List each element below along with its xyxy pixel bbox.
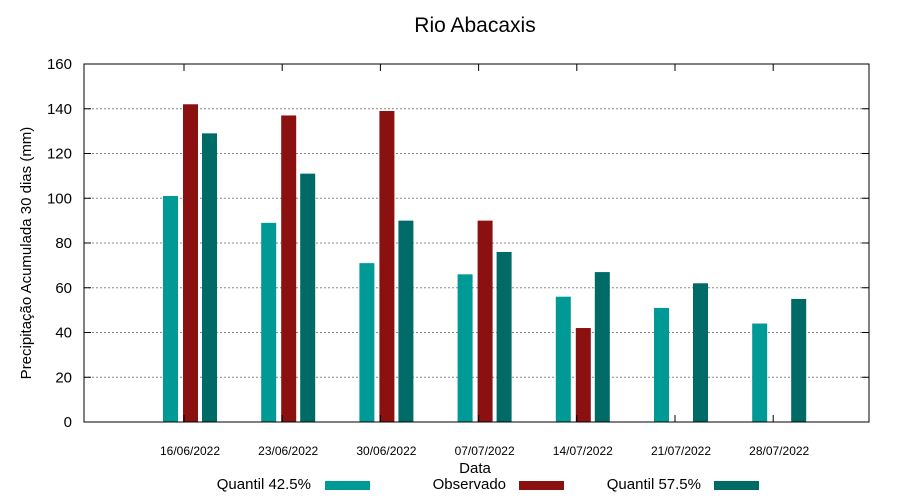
x-tick-label: 28/07/2022 bbox=[749, 444, 809, 458]
bar bbox=[183, 104, 198, 423]
chart-title: Rio Abacaxis bbox=[414, 14, 535, 37]
bar bbox=[281, 115, 297, 423]
y-tick-label: 80 bbox=[55, 235, 72, 252]
bars bbox=[163, 104, 807, 423]
bar bbox=[379, 110, 395, 423]
x-tick-label: 21/07/2022 bbox=[651, 444, 711, 458]
legend-swatch bbox=[325, 481, 370, 490]
bar bbox=[693, 283, 708, 422]
x-axis-ticks: 16/06/2022 23/06/2022 30/06/2022 07/07/2022… bbox=[160, 64, 810, 458]
x-tick-label: 23/06/2022 bbox=[258, 444, 318, 458]
x-tick-label: 07/07/2022 bbox=[455, 444, 515, 458]
bar bbox=[359, 263, 375, 422]
bar bbox=[752, 323, 768, 422]
bar bbox=[555, 296, 571, 422]
x-tick-label: 30/06/2022 bbox=[356, 444, 416, 458]
legend-swatch bbox=[519, 481, 564, 490]
y-tick-label: 120 bbox=[47, 146, 72, 163]
y-tick-label: 100 bbox=[47, 190, 72, 207]
bar bbox=[477, 220, 493, 422]
gridlines bbox=[84, 108, 869, 378]
x-axis-label: Data bbox=[459, 460, 491, 477]
bar bbox=[575, 328, 591, 422]
bar bbox=[654, 307, 669, 422]
y-tick-label: 0 bbox=[64, 414, 72, 431]
legend-label: Observado bbox=[433, 476, 506, 493]
y-tick-label: 20 bbox=[55, 369, 72, 386]
y-axis-label: Precipitação Acumulada 30 dias (mm) bbox=[18, 127, 35, 380]
y-tick-label: 140 bbox=[47, 101, 72, 118]
legend: Quantil 42.5% Observado Quantil 57.5% bbox=[217, 476, 759, 493]
legend-label: Quantil 57.5% bbox=[607, 476, 701, 493]
plot-frame bbox=[83, 63, 870, 423]
legend-swatch bbox=[714, 481, 759, 490]
y-tick-label: 160 bbox=[47, 56, 72, 73]
bar bbox=[457, 274, 473, 422]
bar bbox=[594, 272, 610, 422]
legend-label: Quantil 42.5% bbox=[217, 476, 311, 493]
x-tick-label: 14/07/2022 bbox=[553, 444, 613, 458]
x-tick-label: 16/06/2022 bbox=[160, 444, 220, 458]
bar bbox=[398, 220, 414, 422]
y-tick-label: 40 bbox=[55, 325, 72, 342]
y-tick-label: 60 bbox=[55, 280, 72, 297]
bar bbox=[791, 298, 807, 422]
bar bbox=[202, 133, 217, 423]
bar bbox=[496, 251, 512, 422]
bar bbox=[261, 222, 277, 422]
y-axis-ticks: 0 20 40 60 80 100 120 140 160 bbox=[47, 56, 869, 431]
bar bbox=[300, 173, 316, 422]
bar bbox=[163, 196, 178, 422]
